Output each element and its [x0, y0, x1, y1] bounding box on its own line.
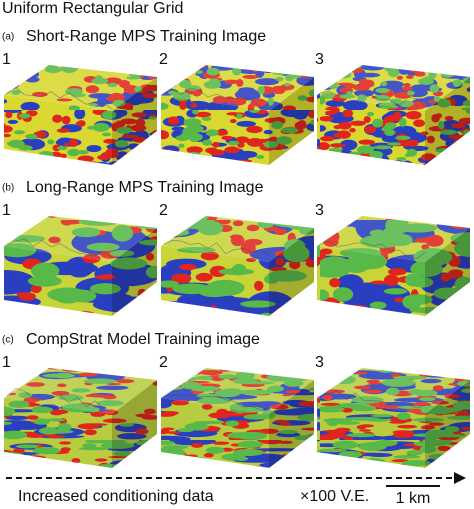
panel-label: (c) — [2, 335, 14, 346]
model-block — [317, 216, 470, 316]
block-side — [425, 77, 470, 165]
panel-title: CompStrat Model Training image — [26, 331, 260, 348]
panel-label: (a) — [2, 32, 14, 43]
block-front — [4, 246, 112, 316]
block-top-shade — [161, 368, 314, 414]
block-top-shade — [4, 65, 157, 111]
block-side-shade — [269, 380, 314, 468]
block-relief — [6, 238, 113, 259]
block-top — [4, 65, 157, 111]
block-front — [161, 246, 269, 316]
block-relief — [6, 87, 113, 110]
block-relief — [6, 387, 113, 410]
figure-title: Uniform Rectangular Grid — [2, 0, 183, 17]
block-side — [112, 228, 157, 316]
block-top — [161, 216, 314, 262]
block-top-shade — [4, 216, 157, 262]
block-side — [112, 77, 157, 165]
block-front — [317, 95, 425, 165]
block-front — [317, 246, 425, 316]
panel-title: Short-Range MPS Training Image — [26, 28, 266, 45]
model-block — [317, 368, 470, 468]
model-block — [317, 65, 470, 165]
block-top-shade — [317, 216, 470, 262]
block-front — [4, 398, 112, 468]
block-front — [161, 398, 269, 468]
column-number: 1 — [2, 51, 11, 68]
block-relief — [163, 240, 270, 256]
block-top-shade — [317, 368, 470, 414]
block-side — [425, 380, 470, 468]
scale-label: 1 km — [396, 490, 431, 507]
model-block — [161, 65, 314, 165]
block-front — [161, 95, 269, 165]
block-side-shade — [112, 380, 157, 468]
block-relief — [163, 394, 270, 411]
column-number: 2 — [159, 354, 168, 371]
block-relief — [319, 89, 426, 107]
block-top — [4, 368, 157, 414]
exaggeration-label: ×100 V.E. — [300, 488, 369, 505]
block-side — [112, 380, 157, 468]
block-front — [4, 95, 112, 165]
block-top — [317, 65, 470, 111]
block-top-shade — [317, 65, 470, 111]
column-number: 2 — [159, 51, 168, 68]
block-side — [269, 228, 314, 316]
block-top — [161, 65, 314, 111]
column-number: 2 — [159, 202, 168, 219]
block-relief — [163, 87, 270, 109]
block-side-shade — [112, 228, 157, 316]
block-side-shade — [425, 77, 470, 165]
panel-label: (b) — [2, 183, 14, 194]
model-block — [4, 216, 157, 316]
column-number: 1 — [2, 354, 11, 371]
arrow-label: Increased conditioning data — [18, 488, 214, 505]
block-top-shade — [161, 216, 314, 262]
block-top-shade — [4, 368, 157, 414]
block-side-shade — [269, 228, 314, 316]
column-number: 1 — [2, 202, 11, 219]
model-block — [161, 368, 314, 468]
block-relief — [319, 240, 426, 259]
block-front — [317, 398, 425, 468]
block-side-shade — [425, 228, 470, 316]
block-top — [4, 216, 157, 262]
block-relief — [319, 390, 426, 409]
block-side-shade — [112, 77, 157, 165]
model-block — [161, 216, 314, 316]
block-side-shade — [269, 77, 314, 165]
block-side — [425, 228, 470, 316]
column-number: 3 — [315, 354, 324, 371]
column-number: 3 — [315, 202, 324, 219]
model-block — [4, 65, 157, 165]
block-top — [317, 216, 470, 262]
block-side — [269, 380, 314, 468]
block-side — [269, 77, 314, 165]
block-top — [161, 368, 314, 414]
block-top-shade — [161, 65, 314, 111]
block-side-shade — [425, 380, 470, 468]
arrow-head — [454, 472, 466, 484]
block-top — [317, 368, 470, 414]
column-number: 3 — [315, 51, 324, 68]
panel-title: Long-Range MPS Training Image — [26, 179, 264, 196]
model-block — [4, 368, 157, 468]
